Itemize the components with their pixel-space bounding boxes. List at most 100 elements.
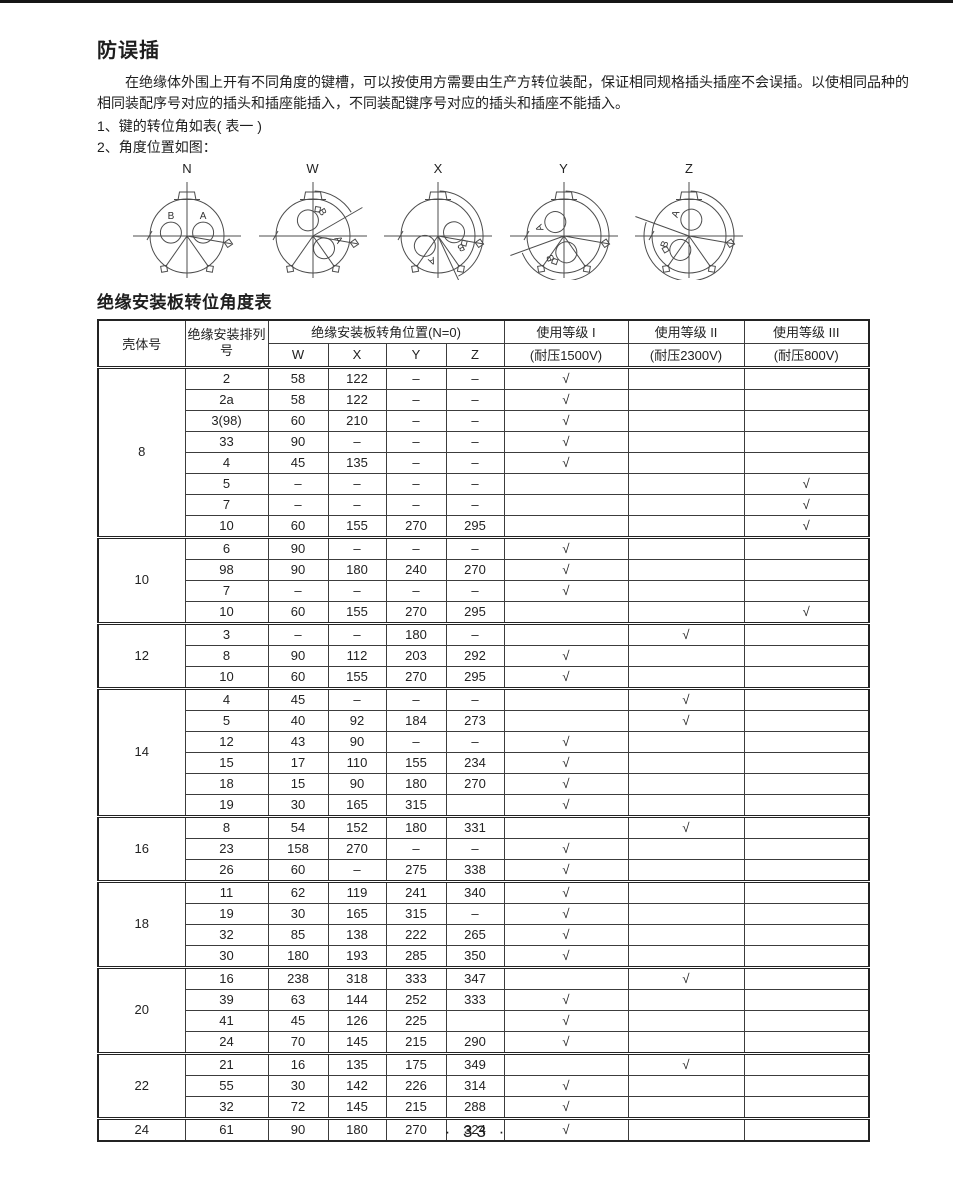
table-row: 41 45 126 225 √: [98, 1009, 870, 1032]
angle-value-cell: –: [267, 579, 329, 602]
grade-1-check-cell: √: [503, 944, 629, 968]
grade-2-check-cell: [627, 451, 745, 474]
angle-value-cell: 295: [445, 665, 505, 689]
arrangement-number-cell: 26: [184, 858, 269, 882]
grade-1-check-cell: √: [503, 751, 629, 774]
intro-paragraph: 在绝缘体外围上开有不同角度的键槽，可以按使用方需要由生产方转位装配，保证相同规格…: [97, 74, 909, 112]
table-row: 7– – – – √: [98, 579, 870, 602]
angle-value-cell: 252: [385, 988, 447, 1011]
angle-value-cell: 60: [267, 409, 329, 432]
grade-2-check-cell: [627, 514, 745, 538]
table-row: 10 60 155 270 295 √: [98, 514, 870, 538]
angle-value-cell: –: [327, 472, 387, 495]
angle-value-cell: 180: [385, 772, 447, 795]
angle-value-cell: 265: [445, 923, 505, 946]
arrangement-number-cell: 2: [184, 365, 269, 390]
angle-value-cell: 270: [385, 600, 447, 624]
angle-value-cell: 90: [327, 730, 387, 753]
shell-number-cell: 12: [97, 621, 186, 689]
grade-1-check-cell: √: [503, 923, 629, 946]
angle-value-cell: –: [445, 686, 505, 711]
svg-text:B: B: [544, 252, 557, 262]
grade-3-check-cell: √: [743, 600, 870, 624]
angle-value-cell: –: [327, 493, 387, 516]
grade-3-check-cell: [743, 665, 870, 689]
angle-value-cell: –: [445, 730, 505, 753]
angle-value-cell: 144: [327, 988, 387, 1011]
angle-value-cell: 110: [327, 751, 387, 774]
grade-3-check-cell: [743, 902, 870, 925]
table-row: 18 11 62 119 241 340 √: [97, 879, 870, 968]
angle-value-cell: 155: [327, 665, 387, 689]
angle-value-cell: –: [385, 451, 447, 474]
angle-value-cell: 350: [445, 944, 505, 968]
arrangement-number-cell: 15: [184, 751, 269, 774]
angle-value-cell: –: [445, 621, 505, 646]
header-row-2: W X Y Z (耐压1500V) (耐压2300V) (耐压800V): [98, 342, 870, 368]
angle-value-cell: –: [385, 730, 447, 753]
grade-3-check-cell: [743, 365, 870, 390]
angle-value-cell: 314: [445, 1074, 505, 1097]
grade-3-check-cell: [743, 751, 870, 774]
table-row: 55 30 142 226 314 √: [98, 1074, 870, 1097]
col-header-position-group: 绝缘安装板转角位置(N=0): [267, 319, 505, 344]
angle-value-cell: 145: [327, 1095, 387, 1119]
angle-value-cell: 119: [327, 879, 387, 904]
grade-2-check-cell: [627, 644, 745, 667]
angle-value-cell: 324: [445, 1116, 505, 1142]
grade-2-check-cell: [627, 665, 745, 689]
grade-3-check-cell: [743, 451, 870, 474]
table-row: 10 6 90– – – √: [97, 535, 870, 624]
grade-3-check-cell: [743, 409, 870, 432]
table-row: 7– – – – √: [98, 493, 870, 516]
grade-3-check-cell: [743, 644, 870, 667]
col-header-arrangement: 绝缘安装排列号: [184, 319, 269, 368]
angle-value-cell: 222: [385, 923, 447, 946]
angle-value-cell: 16: [267, 1051, 329, 1076]
list-item-angle-position: 2、角度位置如图：: [97, 139, 217, 156]
angle-value-cell: –: [327, 858, 387, 882]
connector-face-drawing: AB: [508, 176, 620, 280]
grade-2-check-cell: [627, 409, 745, 432]
angle-value-cell: –: [385, 535, 447, 560]
grade-2-check-cell: [627, 1009, 745, 1032]
angle-value-cell: 203: [385, 644, 447, 667]
table-row: 30 180 193 285 350 √: [98, 944, 870, 968]
angle-value-cell: 90: [267, 558, 329, 581]
angle-value-cell: 90: [327, 772, 387, 795]
rotation-angle-table: 壳体号 绝缘安装排列号 绝缘安装板转角位置(N=0) 使用等级 I 使用等级 I…: [97, 318, 870, 1142]
grade-3-check-cell: [743, 965, 870, 990]
arrangement-number-cell: 6: [184, 535, 269, 560]
grade-2-check-cell: [627, 772, 745, 795]
arrangement-number-cell: 10: [184, 600, 269, 624]
grade-2-check-cell: [627, 535, 745, 560]
table-row: 10 60 155 270 295 √: [98, 665, 870, 689]
shell-number-cell: 10: [97, 535, 186, 624]
angle-value-cell: 43: [267, 730, 329, 753]
angle-value-cell: 54: [267, 814, 329, 839]
angle-value-cell: 90: [267, 1116, 329, 1142]
grade-2-check-cell: [627, 493, 745, 516]
grade-1-check-cell: √: [503, 879, 629, 904]
arrangement-number-cell: 8: [184, 814, 269, 839]
angle-value-cell: –: [385, 388, 447, 411]
angle-value-cell: 145: [327, 1030, 387, 1054]
angle-value-cell: –: [327, 535, 387, 560]
grade-3-check-cell: [743, 709, 870, 732]
angle-value-cell: 58: [267, 365, 329, 390]
grade-1-check-cell: √: [503, 644, 629, 667]
arrangement-number-cell: 41: [184, 1009, 269, 1032]
arrangement-number-cell: 7: [184, 493, 269, 516]
angle-value-cell: –: [445, 430, 505, 453]
grade-1-check-cell: [503, 621, 629, 646]
arrangement-number-cell: 33: [184, 430, 269, 453]
svg-text:A: A: [533, 222, 546, 232]
angle-value-cell: –: [385, 493, 447, 516]
col-header-w: W: [267, 342, 329, 368]
angle-value-cell: 215: [385, 1030, 447, 1054]
angle-value-cell: –: [267, 493, 329, 516]
angle-value-cell: –: [327, 621, 387, 646]
angle-value-cell: 318: [327, 965, 387, 990]
